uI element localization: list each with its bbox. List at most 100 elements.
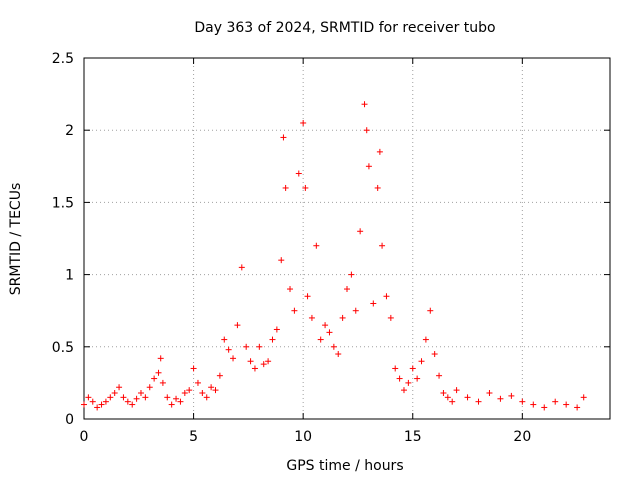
data-point [300,119,307,126]
data-point [414,375,421,382]
data-point [155,369,162,376]
data-point [265,358,272,365]
axis-ticks: 0 5 10 15 20 0 0.5 1 1.5 2 2.5 [52,51,610,445]
data-point [186,387,193,394]
data-point [116,384,123,391]
x-tick-label: 10 [294,429,312,445]
data-point [363,127,370,134]
data-point [304,293,311,300]
data-point [449,398,456,405]
data-point [151,375,158,382]
data-point [282,184,289,191]
data-point [431,351,438,358]
data-point [278,257,285,264]
data-point [85,394,92,401]
data-point [436,372,443,379]
data-point [287,286,294,293]
data-point [400,387,407,394]
data-point [107,394,114,401]
data-point [133,395,140,402]
data-point [313,242,320,249]
data-point [486,390,493,397]
data-point [405,379,412,386]
x-tick-label: 20 [513,429,531,445]
data-point [370,300,377,307]
data-point [177,398,184,405]
data-point [418,358,425,365]
data-point [142,394,149,401]
data-point [352,307,359,314]
x-tick-label: 5 [189,429,198,445]
data-point [194,379,201,386]
data-point [273,326,280,333]
data-point [295,170,302,177]
data-point [444,394,451,401]
data-point [330,343,337,350]
data-point [159,379,166,386]
data-point [129,401,136,408]
data-point [247,358,254,365]
data-point [216,372,223,379]
data-point [335,351,342,358]
data-point [530,401,537,408]
data-point [475,398,482,405]
data-point [124,398,131,405]
x-axis-label: GPS time / hours [286,458,403,474]
data-point [317,336,324,343]
data-point [552,398,559,405]
data-point [322,322,329,329]
data-point [383,293,390,300]
data-point [164,394,171,401]
data-point [260,361,267,368]
data-point [120,394,127,401]
data-point [374,184,381,191]
data-point [89,398,96,405]
data-points [81,101,587,411]
data-point [230,355,237,362]
y-tick-label: 1.5 [52,195,74,211]
chart-title: Day 363 of 2024, SRMTID for receiver tub… [194,20,495,36]
data-point [302,184,309,191]
data-point [563,401,570,408]
data-point [427,307,434,314]
data-point [208,384,215,391]
y-tick-label: 0 [65,412,74,428]
data-point [212,387,219,394]
data-point [453,387,460,394]
data-point [409,365,416,372]
data-point [392,365,399,372]
data-point [464,394,471,401]
data-point [234,322,241,329]
data-point [580,394,587,401]
x-tick-label: 15 [404,429,422,445]
data-point [326,329,333,336]
data-point [81,401,87,408]
y-tick-label: 2.5 [52,51,74,67]
data-point [190,365,197,372]
data-point [238,264,245,271]
data-point [519,398,526,405]
data-point [422,336,429,343]
data-point [111,390,118,397]
data-point [199,390,206,397]
data-point [225,346,232,353]
data-point [251,365,258,372]
data-point [440,390,447,397]
data-point [574,404,581,411]
data-point [280,134,287,141]
plot-frame [83,57,611,420]
data-point [365,163,372,170]
data-point [203,394,210,401]
data-point [181,390,188,397]
y-tick-label: 2 [65,123,74,139]
y-tick-label: 1 [65,268,74,284]
data-point [361,101,368,108]
data-point [146,384,153,391]
data-point [102,398,109,405]
data-point [98,401,105,408]
data-point [379,242,386,249]
data-point [173,395,180,402]
y-tick-label: 0.5 [52,340,74,356]
